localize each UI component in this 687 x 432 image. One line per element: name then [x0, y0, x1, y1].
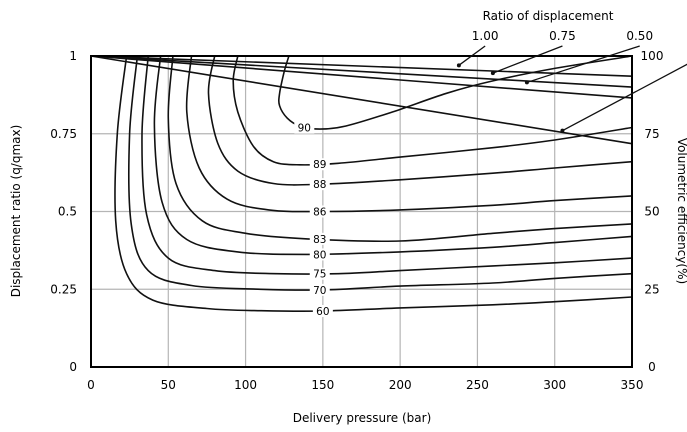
x-tick-label: 200	[389, 378, 412, 392]
y2-axis-title: Volumetric efficiency(%)	[675, 138, 687, 284]
curve-label-70: 70	[313, 285, 326, 297]
efficiency-curve-75	[141, 55, 633, 275]
legend-title: Ratio of displacement	[483, 9, 614, 23]
displacement-line-0.50	[90, 55, 633, 99]
x-tick-label: 350	[621, 378, 644, 392]
y-tick-label: 0.5	[58, 205, 77, 219]
curve-label-bg	[309, 283, 330, 296]
legend-leader-line	[458, 45, 486, 66]
x-tick-label: 150	[311, 378, 334, 392]
efficiency-curve-90	[278, 55, 633, 130]
y2-tick-label: 100	[641, 49, 664, 63]
y2-tick-label: 0	[648, 360, 656, 374]
curve-label-bg	[309, 158, 330, 171]
curve-label-bg	[309, 267, 330, 280]
y-tick-label: 0	[69, 360, 77, 374]
y-tick-label: 1	[69, 49, 77, 63]
curve-label-bg	[309, 178, 330, 191]
efficiency-curve-60	[114, 55, 633, 313]
curve-label-bg	[309, 248, 330, 261]
legend-leader-dot	[490, 71, 495, 76]
curve-label-88: 88	[313, 179, 326, 191]
plot-frame	[90, 55, 633, 368]
displacement-lines	[90, 55, 633, 145]
y2-tick-label: 75	[644, 127, 659, 141]
y-axis-title: Displacement ratio (q/qmax)	[9, 125, 23, 298]
x-tick-label: 300	[543, 378, 566, 392]
x-tick-label: 0	[87, 378, 95, 392]
legend-leader-line	[526, 45, 640, 84]
efficiency-curve-88	[207, 55, 633, 186]
x-tick-label: 50	[161, 378, 176, 392]
y2-tick-label: 50	[644, 205, 659, 219]
curve-label-75: 75	[313, 269, 326, 281]
curve-label-83: 83	[313, 234, 326, 246]
x-tick-label: 250	[466, 378, 489, 392]
efficiency-curve-86	[185, 55, 633, 213]
displacement-line-1.00	[90, 55, 633, 78]
legend-leader-dot	[560, 128, 565, 133]
legend-leader-dot	[524, 80, 529, 85]
curve-label-89: 89	[313, 159, 326, 171]
curve-label-80: 80	[313, 249, 326, 261]
displacement-line-0.75	[90, 55, 633, 88]
legend-entry-1.00: 1.00	[472, 29, 499, 43]
legend-entry-0.75: 0.75	[549, 29, 576, 43]
curve-label-bg	[312, 305, 333, 318]
efficiency-curve-89	[232, 55, 633, 166]
x-axis-title: Delivery pressure (bar)	[293, 411, 432, 425]
displacement-line-0.25	[90, 55, 633, 145]
curve-label-90: 90	[298, 123, 311, 135]
efficiency-curve-83	[167, 55, 633, 243]
legend-leader-line	[562, 63, 687, 132]
legend-leader-line	[492, 45, 563, 74]
legend-leader-dot	[456, 63, 461, 68]
axes: 0 50 100 150 200 250 300 350 0 0.25 0.5 0.75 1 0 25 50 7…	[50, 49, 663, 392]
efficiency-curve-80	[153, 55, 633, 256]
curve-labels: 90 89 88 86 83 80 75 70 60	[294, 121, 333, 318]
y-tick-label: 0.25	[50, 282, 77, 296]
efficiency-curve-70	[128, 55, 633, 291]
legend-entry-0.50: 0.50	[626, 29, 653, 43]
x-tick-label: 100	[234, 378, 257, 392]
curve-label-bg	[309, 232, 330, 245]
curve-label-bg	[309, 205, 330, 218]
curve-label-bg	[294, 121, 315, 134]
efficiency-curves	[114, 55, 633, 313]
curve-label-86: 86	[313, 207, 327, 219]
legend: Ratio of displacement 1.000.750.500.25	[456, 9, 687, 133]
y-tick-label: 0.75	[50, 127, 77, 141]
gridlines	[91, 56, 632, 367]
y2-tick-label: 25	[644, 282, 659, 296]
curve-label-60: 60	[316, 306, 329, 318]
